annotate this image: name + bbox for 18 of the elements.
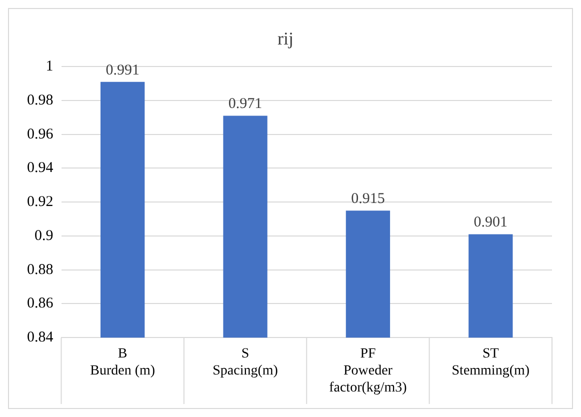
- data-label: 0.991: [106, 62, 140, 78]
- data-label: 0.971: [228, 96, 262, 112]
- y-tick-label: 0.86: [27, 296, 54, 312]
- x-tick-label: ST Stemming(m): [452, 346, 530, 378]
- y-tick-label: 0.98: [27, 92, 54, 108]
- data-label: 0.901: [474, 214, 508, 231]
- x-tick-label: PF Poweder factor(kg/m3): [329, 346, 408, 396]
- chart-title: rij: [278, 28, 294, 49]
- y-tick-label: 0.88: [27, 262, 54, 278]
- y-tick-label: 0.9: [34, 228, 54, 244]
- x-tick-label: B Burden (m): [90, 346, 156, 378]
- y-tick-label: 0.92: [27, 194, 54, 210]
- y-tick-label: 0.96: [27, 126, 54, 142]
- y-tick-label: 0.94: [27, 160, 54, 176]
- y-tick-label: 0.84: [27, 330, 54, 346]
- data-label: 0.915: [351, 191, 385, 208]
- y-tick-label: 1: [46, 58, 54, 75]
- x-tick-label: S Spacing(m): [212, 346, 278, 378]
